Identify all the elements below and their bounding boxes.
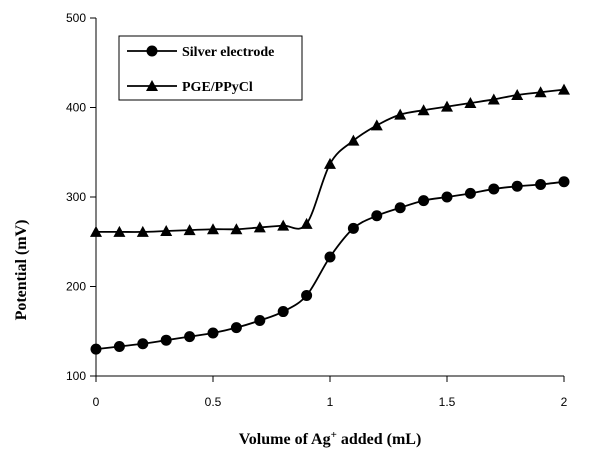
y-tick-label: 100 [66, 369, 86, 383]
data-point-circle [418, 195, 430, 207]
data-point-triangle [558, 83, 570, 95]
data-point-circle [511, 180, 523, 192]
data-point-triangle [511, 88, 524, 100]
data-point-circle [488, 183, 500, 195]
legend-marker-silver [146, 45, 158, 57]
data-point-circle [535, 178, 547, 190]
data-point-triangle [347, 134, 360, 146]
data-point-triangle [534, 86, 547, 98]
data-point-circle [277, 306, 289, 318]
data-point-triangle [464, 97, 477, 109]
data-point-circle [160, 334, 172, 346]
data-point-triangle [136, 225, 149, 237]
x-axis-title: Volume of Ag+ added (mL) [239, 429, 422, 448]
data-point-circle [371, 210, 383, 222]
legend: Silver electrode PGE/PPyCl [118, 35, 303, 101]
series-layer [90, 83, 570, 355]
data-point-triangle [277, 219, 290, 231]
data-point-triangle [183, 224, 196, 236]
data-point-circle [324, 251, 336, 263]
x-axis-title-suffix: added (mL) [337, 431, 421, 448]
y-axis-title: Potential (mV) [13, 220, 30, 321]
data-point-triangle [441, 100, 453, 112]
series-silver-electrode [90, 176, 570, 355]
data-point-triangle [324, 157, 336, 169]
legend-label-pge: PGE/PPyCl [182, 80, 253, 95]
data-point-triangle [487, 93, 500, 105]
y-tick-label: 400 [66, 101, 86, 115]
x-tick-label: 0.5 [205, 395, 222, 409]
data-point-circle [90, 343, 102, 355]
data-point-triangle [370, 119, 383, 131]
legend-label-silver: Silver electrode [182, 45, 274, 60]
legend-marker-pge [146, 80, 158, 91]
data-point-triangle [230, 223, 243, 235]
data-point-circle [230, 322, 242, 334]
y-tick-label: 200 [66, 280, 86, 294]
data-point-circle [347, 222, 359, 234]
data-point-circle [558, 176, 570, 188]
data-point-circle [464, 187, 476, 199]
data-point-triangle [417, 104, 430, 116]
data-point-circle [301, 289, 313, 301]
data-point-triangle [253, 221, 266, 233]
data-point-circle [441, 191, 453, 203]
series-line [95, 180, 565, 351]
data-point-circle [207, 327, 219, 339]
data-point-circle [254, 315, 266, 327]
y-tick-label: 500 [66, 11, 86, 25]
x-axis-title-sup: + [331, 429, 337, 441]
series-pge-ppycl [90, 83, 570, 237]
x-tick-label: 1 [327, 395, 334, 409]
ticks: 100 200 300 400 500 0 0.5 1 1.5 2 [66, 11, 568, 409]
data-point-circle [113, 340, 125, 352]
data-point-circle [184, 331, 196, 343]
data-point-circle [394, 202, 406, 214]
data-point-triangle [207, 223, 219, 235]
data-point-circle [137, 338, 149, 350]
x-tick-label: 0 [93, 395, 100, 409]
data-point-triangle [90, 225, 102, 237]
x-tick-label: 2 [561, 395, 568, 409]
data-point-triangle [300, 217, 313, 229]
data-point-triangle [160, 225, 173, 237]
x-axis-title-main: Volume of Ag [239, 431, 331, 448]
data-point-triangle [394, 108, 407, 120]
y-tick-label: 300 [66, 190, 86, 204]
x-tick-label: 1.5 [439, 395, 456, 409]
data-point-triangle [113, 225, 126, 237]
